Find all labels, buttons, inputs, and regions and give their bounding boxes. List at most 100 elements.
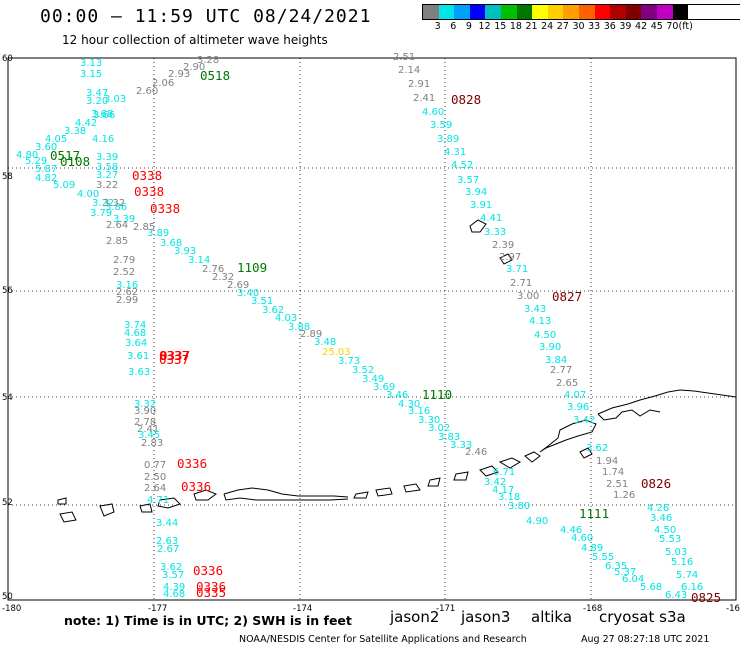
wave-height-value: 3.22 [96,180,118,191]
wave-height-value: 4.90 [526,516,548,527]
wave-height-value: 3.68 [160,238,182,249]
wave-height-value: 3.57 [457,175,479,186]
wave-height-value: 3.96 [567,402,589,413]
lon-tick-label: -16 [726,604,740,614]
wave-height-value: 2.64 [106,220,128,231]
legend-tick-label: 70 [666,21,679,32]
wave-height-value: 3.93 [174,246,196,257]
wave-height-value: 3.02 [428,423,450,434]
wave-height-value: 3.74 [124,320,146,331]
axis-labels: -180 -177 -174 -171 -168 -16 60 58 56 54 52 50 [2,54,740,614]
coastline [57,219,737,523]
wave-height-value: 2.71 [510,278,532,289]
wave-height-value: 5.74 [676,570,698,581]
wave-height-value: 3.33 [484,227,506,238]
coastline-segment [499,253,513,265]
legend-tick-label: 21 [525,21,538,32]
wave-height-value: 3.64 [125,338,147,349]
wave-height-value: 2.51 [606,479,628,490]
pass-time-label: 0825 [691,590,721,605]
lat-tick-label: 52 [2,498,13,508]
wave-height-value: 6.35 [605,561,627,572]
wave-height-value: 2.85 [106,236,128,247]
footnote: note: 1) Time is in UTC; 2) SWH is in fe… [64,613,352,628]
legend-swatch [672,5,689,19]
lat-tick-label: 60 [2,54,13,64]
wave-height-value: 2.62 [116,287,138,298]
legend-tick-label: 27 [556,21,569,32]
wave-height-value: 3.62 [160,562,182,573]
wave-height-value: 3.79 [90,208,112,219]
legend-swatch [454,5,470,19]
legend-swatch [578,5,595,19]
pass-time-label: 0828 [451,92,481,107]
wave-height-value: 3.52 [352,365,374,376]
pass-time-label: 1109 [237,260,267,275]
wave-height-value: 4.00 [77,189,99,200]
wave-height-value: 3.40 [237,288,259,299]
wave-height-value: 3.42 [573,415,595,426]
legend-tick-label: 12 [478,21,491,32]
wave-height-value: 0.77 [144,460,166,471]
pass-time-label: 0336 [196,579,226,594]
wave-height-value: 4.50 [654,525,676,536]
wave-height-value: 2.69 [227,280,249,291]
wave-height-value: 3.90 [134,406,156,417]
wave-height-value: 2.77 [550,365,572,376]
coastline-segment [57,497,67,505]
wave-height-value: 3.00 [517,291,539,302]
wave-height-value: 2.97 [499,252,521,263]
wave-height-value: 2.91 [408,79,430,90]
pass-time-label: 0336 [177,456,207,471]
legend-swatch [469,5,486,19]
wave-height-value: 2.39 [492,240,514,251]
legend-tick-label: 24 [541,21,554,32]
wave-height-value: 5.29 [25,156,47,167]
wave-height-value: 2.65 [556,378,578,389]
wave-height-value: 3.16 [116,280,138,291]
color-legend: 3 6 9 12 15 18 21 24 27 30 33 36 39 42 45 70 (ft) [422,4,740,34]
pass-time-label: 1110 [422,387,452,402]
wave-height-value: 3.84 [545,355,567,366]
pass-time-labels: 0518082805170108033803380338110908270337… [50,68,721,605]
legend-swatch [610,5,626,19]
lon-tick-label: -177 [148,604,167,614]
wave-height-value: 3.32 [103,198,125,209]
legend-swatches [422,4,740,20]
wave-height-value: 2.76 [202,264,224,275]
wave-height-value: 4.60 [571,533,593,544]
wave-height-value: 4.41 [480,213,502,224]
legend-swatch [594,5,611,19]
wave-height-value: 4.42 [75,118,97,129]
generation-timestamp: Aug 27 08:27:18 UTC 2021 [581,634,710,645]
legend-tick-label: (ft) [678,21,693,32]
coastline-segment [223,493,349,501]
wave-height-value: 3.94 [465,187,487,198]
coastline-segment [223,487,349,498]
wave-height-value: 2.14 [398,65,420,76]
coastline-segment [479,465,499,477]
wave-height-value: 3.32 [134,399,156,410]
wave-height-value: 3.88 [288,322,310,333]
legend-swatch [485,5,501,19]
wave-height-value: 4.50 [534,330,556,341]
wave-height-value: 3.38 [64,126,86,137]
legend-tick-label: 9 [465,21,472,32]
wave-height-value: 3.33 [450,440,472,451]
wave-height-value: 3.39 [96,152,118,163]
satellite-jason3: jason3 [461,608,511,626]
wave-height-value: 3.22 [92,198,114,209]
lat-lon-grid [7,57,737,601]
wave-height-value: 3.59 [430,120,452,131]
coastline-segment [157,497,181,509]
wave-height-value: 3.46 [386,390,408,401]
wave-height-value: 5.55 [592,552,614,563]
wave-height-value: 1.26 [613,490,635,501]
coastline-segment [469,219,487,233]
wave-height-value: 3.18 [498,492,520,503]
wave-height-value: 4.16 [92,134,114,145]
pass-time-label: 0338 [150,201,180,216]
pass-time-label: 0336 [181,479,211,494]
wave-height-value: 3.13 [80,58,102,69]
wave-height-value: 3.49 [362,374,384,385]
